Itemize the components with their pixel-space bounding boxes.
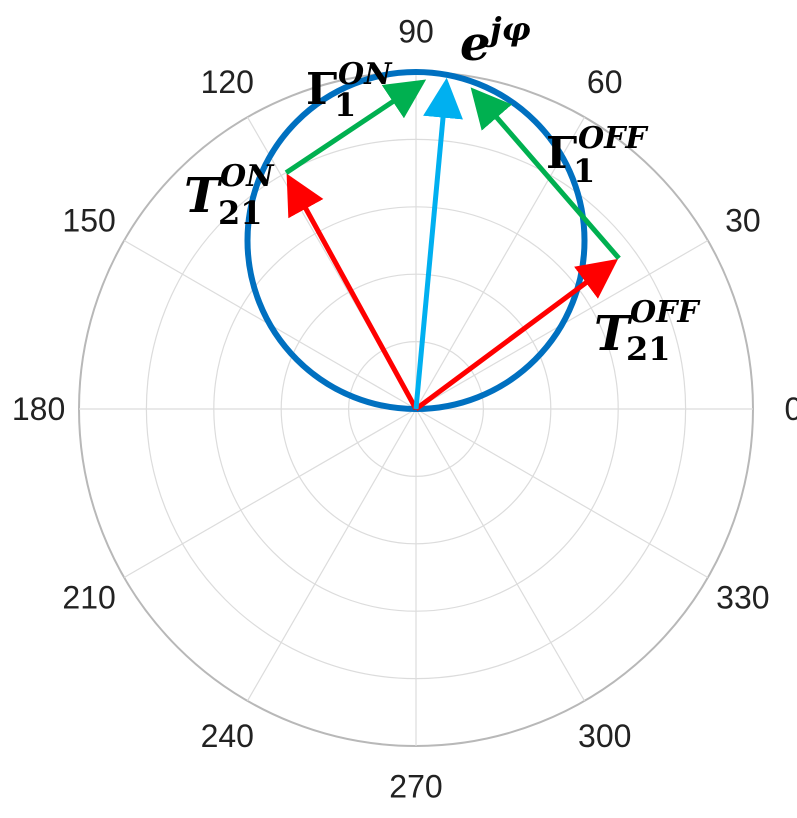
angle-tick-label: 330: [716, 580, 769, 616]
angle-tick-label: 120: [201, 64, 254, 100]
polar-grid: [78, 71, 754, 747]
svg-text:1: 1: [573, 152, 595, 190]
svg-text:Γ: Γ: [306, 64, 337, 115]
gamma1-off-label: Γ 1 OFF: [546, 121, 649, 190]
angle-tick-label: 300: [578, 718, 631, 754]
svg-text:T: T: [594, 306, 633, 362]
svg-text:OFF: OFF: [630, 295, 701, 330]
grid-spoke: [415, 116, 586, 410]
svg-text:ON: ON: [220, 159, 275, 194]
svg-text:OFF: OFF: [578, 121, 649, 156]
grid-spoke: [246, 408, 417, 702]
angle-tick-label: 270: [389, 768, 442, 804]
svg-text:21: 21: [626, 330, 671, 368]
svg-text:1: 1: [334, 86, 356, 124]
angle-tick-label: 150: [62, 202, 115, 238]
angle-tick-label: 240: [201, 718, 254, 754]
angle-tick-label: 90: [398, 14, 434, 50]
t21-off-vector: [414, 258, 619, 412]
angle-tick-label: 60: [587, 64, 623, 100]
svg-text:T: T: [184, 168, 223, 224]
angle-tick-label: 210: [62, 580, 115, 616]
angle-tick-label: 0: [785, 391, 797, 427]
gamma1-on-vector: [284, 79, 427, 175]
angle-tick-label: 30: [725, 202, 761, 238]
svg-text:e: e: [460, 16, 491, 72]
angle-tick-labels: 0 30 60 90 120 150 180 210 240 270 300 330: [12, 14, 797, 805]
ejphi-vector: [413, 77, 463, 410]
gamma1-on-label: Γ 1 ON: [306, 57, 393, 124]
t21-off-label: T 21 OFF: [594, 295, 701, 368]
svg-text:Γ: Γ: [546, 128, 577, 179]
ejphi-label: e jφ: [460, 10, 531, 72]
svg-text:21: 21: [218, 194, 263, 232]
t21-on-label: T 21 ON: [184, 159, 275, 232]
angle-tick-label: 180: [12, 391, 65, 427]
grid-spoke: [123, 408, 417, 579]
svg-text:ON: ON: [338, 57, 393, 92]
gamma1-off-vector: [470, 87, 621, 260]
grid-spoke: [415, 408, 709, 579]
grid-spoke: [415, 408, 586, 702]
t21-on-vector: [286, 173, 419, 411]
svg-text:jφ: jφ: [484, 10, 531, 48]
